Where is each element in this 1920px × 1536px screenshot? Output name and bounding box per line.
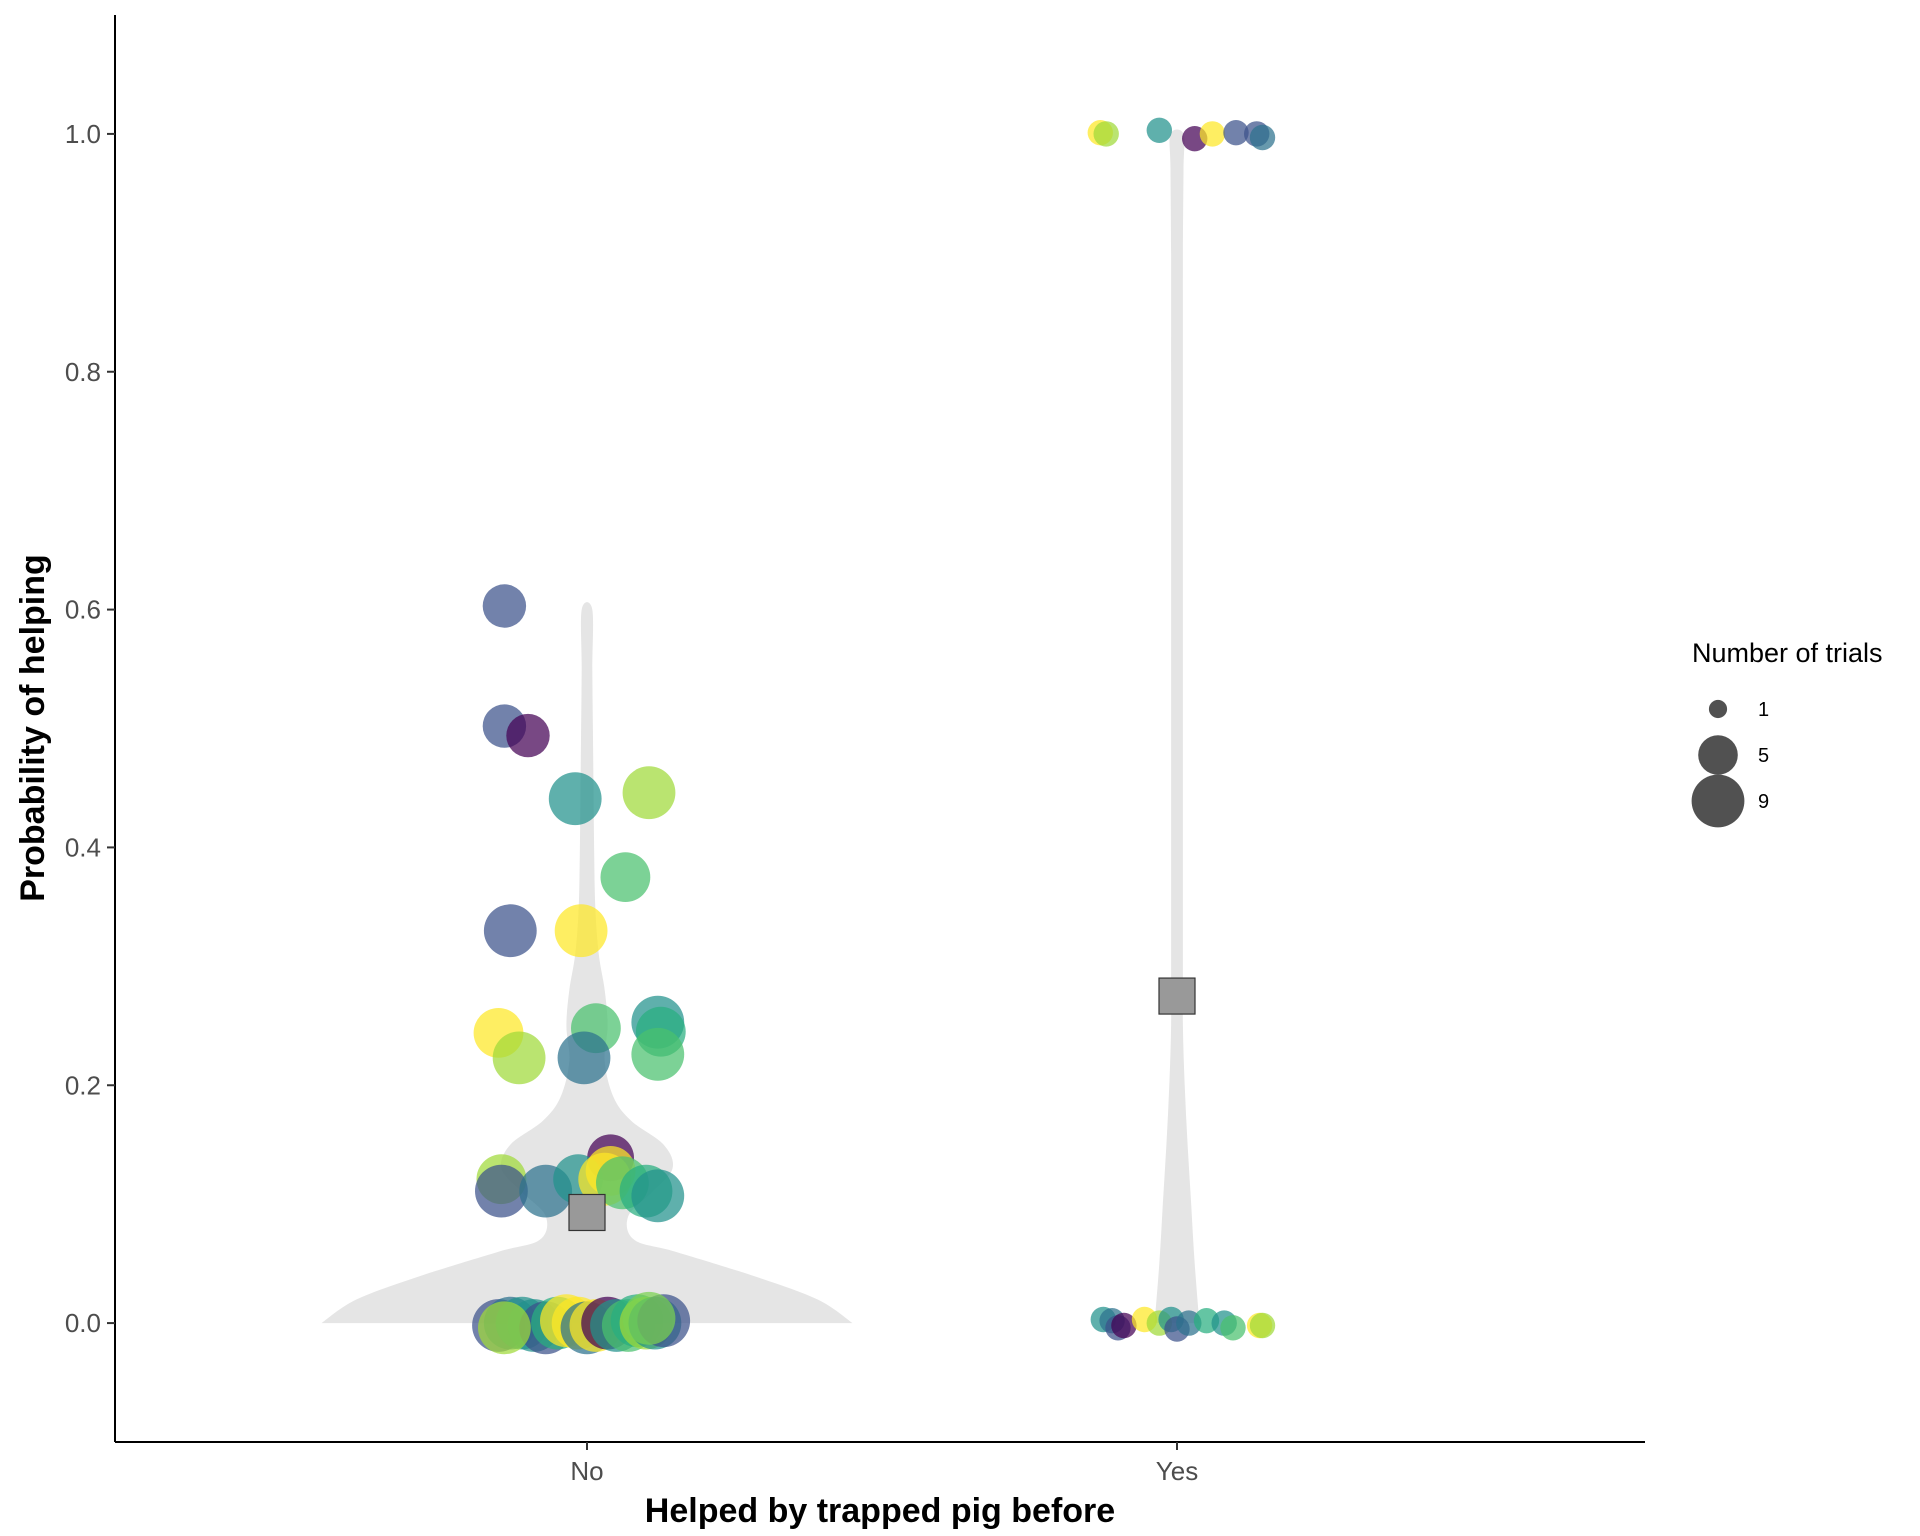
legend-key-5	[1698, 735, 1738, 775]
point-no-17	[475, 1164, 528, 1218]
y-tick-label: 0.0	[65, 1308, 101, 1338]
point-yes-11	[1111, 1312, 1137, 1339]
point-yes-5	[1223, 120, 1249, 146]
legend-key-9	[1691, 774, 1745, 828]
point-no-3	[548, 772, 602, 826]
mean-marker-no	[568, 1193, 606, 1232]
y-tick-label: 0.6	[65, 595, 101, 625]
point-yes-19	[1220, 1315, 1246, 1341]
point-no-4	[622, 766, 676, 820]
legend-label-5: 5	[1758, 745, 1769, 767]
x-axis-ticks: No Yes	[570, 1442, 1198, 1486]
x-tick-label: No	[570, 1456, 603, 1486]
point-yes-4	[1199, 121, 1226, 147]
point-no-5	[600, 852, 651, 902]
mean-marker-yes	[1158, 977, 1196, 1015]
point-no-14	[631, 1027, 685, 1081]
legend: Number of trials 1 5 9	[1691, 638, 1883, 828]
violin-layer	[321, 129, 1200, 1324]
point-no-7	[554, 904, 608, 958]
legend-items: 1 5 9	[1691, 699, 1769, 828]
point-yes-21	[1249, 1312, 1276, 1339]
point-no-0	[482, 584, 527, 628]
x-axis-title: Helped by trapped pig before	[645, 1492, 1115, 1530]
y-tick-label: 0.8	[65, 357, 101, 387]
point-yes-2	[1146, 117, 1173, 143]
point-yes-7	[1249, 124, 1276, 151]
point-no-42	[622, 1291, 676, 1345]
point-no-2	[506, 713, 550, 758]
point-no-11	[557, 1031, 611, 1085]
points-layer	[472, 117, 1276, 1355]
legend-label-9: 9	[1758, 791, 1769, 813]
point-no-24	[631, 1169, 685, 1223]
point-no-9	[492, 1031, 546, 1085]
x-tick-label: Yes	[1156, 1456, 1198, 1486]
y-tick-label: 0.4	[65, 832, 101, 862]
legend-key-1	[1708, 699, 1728, 719]
y-axis-ticks: 0.0 0.2 0.4 0.6 0.8 1.0	[65, 119, 115, 1338]
legend-title: Number of trials	[1692, 638, 1883, 668]
point-no-43	[478, 1301, 531, 1355]
point-no-6	[483, 904, 537, 958]
y-axis-title: Probability of helping	[14, 554, 52, 902]
y-tick-label: 0.2	[65, 1070, 101, 1100]
point-yes-1	[1093, 121, 1119, 147]
violin-yes	[1154, 129, 1200, 1324]
means-layer	[568, 977, 1196, 1232]
legend-label-1: 1	[1758, 699, 1769, 721]
violin-no	[321, 602, 853, 1324]
y-tick-label: 1.0	[65, 119, 101, 149]
